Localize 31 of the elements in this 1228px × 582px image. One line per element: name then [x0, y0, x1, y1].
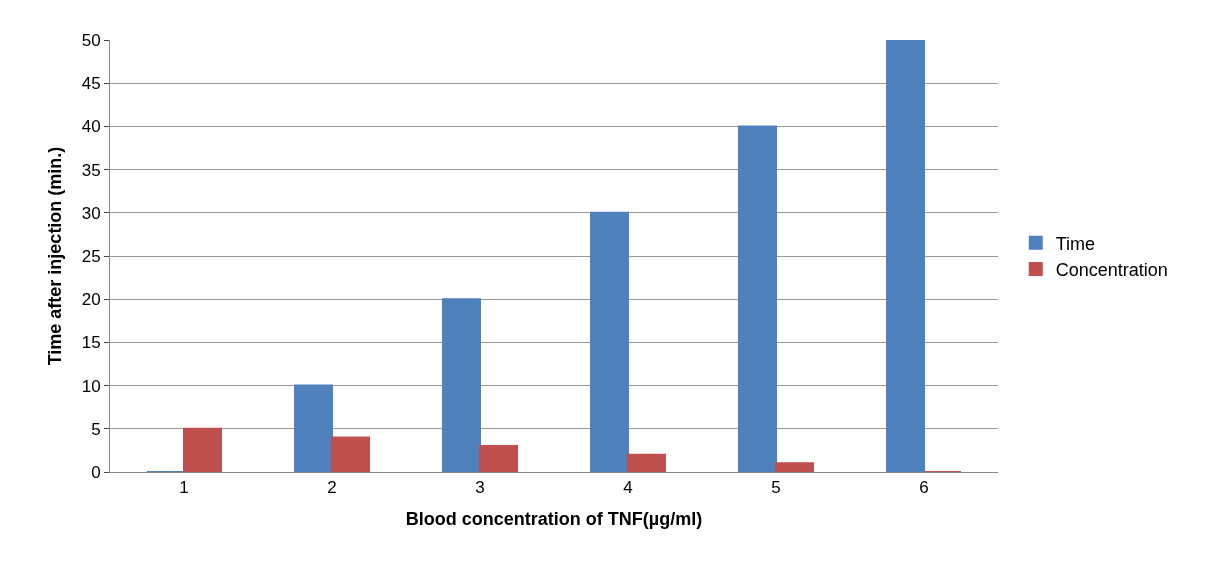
bar [294, 384, 333, 472]
y-tick-label: 5 [91, 419, 101, 439]
y-tick-label: 15 [81, 333, 101, 353]
x-tick-label: 1 [179, 478, 189, 498]
y-axis-title: Time after injection (min.) [44, 146, 65, 366]
y-tick-label: 30 [81, 203, 101, 223]
y-tick-label: 0 [91, 462, 101, 482]
x-tick-label: 5 [771, 478, 781, 498]
y-tick-label: 40 [81, 117, 101, 137]
bar [886, 40, 925, 472]
bar [479, 445, 518, 472]
bar [442, 298, 481, 472]
y-tick-label: 35 [81, 160, 101, 180]
x-tick-label: 2 [327, 478, 337, 498]
y-tick-label: 20 [81, 290, 101, 310]
bar [738, 125, 777, 472]
x-axis-title: Blood concentration of TNF(µg/ml) [405, 508, 703, 529]
bar [183, 427, 222, 472]
bar [775, 462, 814, 472]
bar [627, 453, 666, 472]
x-tick-label: 6 [919, 478, 929, 498]
bar [590, 211, 629, 472]
x-tick-label: 4 [623, 478, 633, 498]
y-tick-label: 50 [81, 30, 101, 50]
y-tick-label: 25 [81, 246, 101, 266]
y-tick-label: 45 [81, 74, 101, 94]
y-tick-label: 10 [81, 376, 101, 396]
bar [331, 436, 370, 472]
legend-label: Time [1055, 233, 1096, 254]
legend-label: Concentration [1055, 260, 1168, 281]
x-tick-label: 3 [475, 478, 485, 498]
